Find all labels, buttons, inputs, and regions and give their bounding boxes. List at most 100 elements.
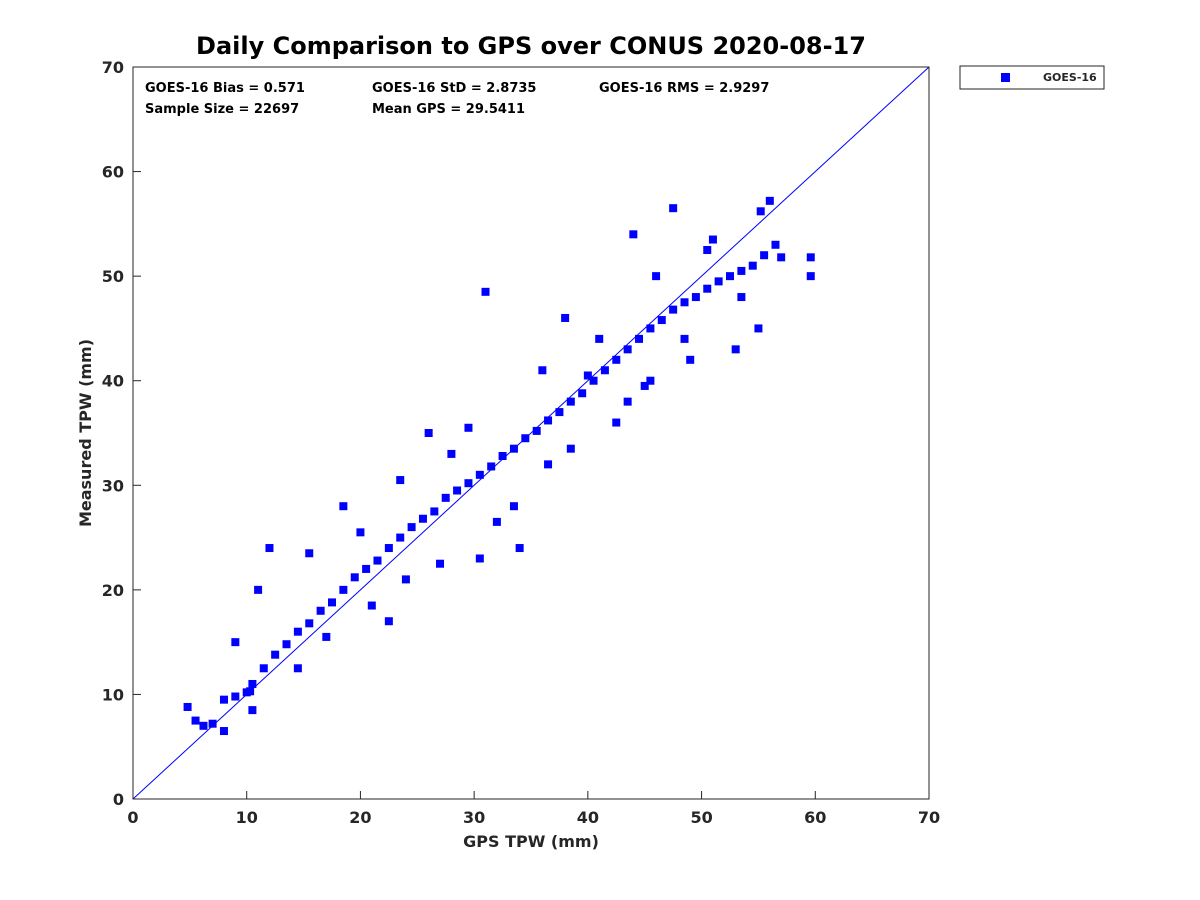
y-axis-label: Measured TPW (mm) <box>76 339 95 527</box>
y-tick-label: 70 <box>102 58 124 77</box>
data-point <box>635 334 644 343</box>
x-tick-label: 10 <box>236 808 258 827</box>
data-point <box>322 632 331 641</box>
data-point <box>436 559 445 568</box>
x-tick-label: 30 <box>463 808 485 827</box>
data-point <box>748 261 757 270</box>
data-point <box>339 585 348 594</box>
data-point <box>265 544 274 553</box>
data-point <box>259 664 268 673</box>
data-point <box>418 514 427 523</box>
data-point <box>362 564 371 573</box>
data-point <box>714 277 723 286</box>
data-point <box>384 617 393 626</box>
x-tick-label: 60 <box>804 808 826 827</box>
data-point <box>367 601 376 610</box>
data-point <box>407 523 416 532</box>
data-point <box>384 544 393 553</box>
data-point <box>623 397 632 406</box>
x-tick-label: 50 <box>690 808 712 827</box>
data-point <box>612 355 621 364</box>
data-point <box>401 575 410 584</box>
data-point <box>737 293 746 302</box>
data-point <box>691 293 700 302</box>
data-point <box>629 230 638 239</box>
data-point <box>231 692 240 701</box>
legend-marker-square <box>1001 73 1010 82</box>
x-tick-label: 40 <box>577 808 599 827</box>
data-point <box>646 376 655 385</box>
data-point <box>703 246 712 254</box>
data-point <box>475 554 484 563</box>
x-tick-label: 20 <box>349 808 371 827</box>
data-point <box>726 272 734 281</box>
data-point <box>657 316 666 325</box>
data-point <box>731 345 740 354</box>
data-point <box>623 345 632 354</box>
data-point <box>680 298 689 307</box>
data-point <box>806 272 815 281</box>
data-point <box>293 627 302 636</box>
data-point <box>447 449 456 458</box>
data-point <box>191 716 200 725</box>
data-point <box>328 598 336 607</box>
data-point <box>282 640 291 649</box>
y-tick-label: 10 <box>102 685 124 704</box>
reference-line <box>132 66 930 800</box>
data-point <box>708 235 717 244</box>
data-point <box>669 204 678 213</box>
data-point <box>589 376 598 385</box>
data-point <box>199 721 208 730</box>
stat-rms: GOES-16 RMS = 2.9297 <box>599 81 769 96</box>
legend: GOES-16 <box>959 65 1105 90</box>
data-point <box>583 371 592 380</box>
data-point <box>248 679 257 688</box>
data-point <box>248 706 257 715</box>
data-point <box>396 533 405 542</box>
data-point <box>481 287 490 296</box>
data-point <box>350 573 359 582</box>
data-point <box>424 429 433 437</box>
y-tick-label: 0 <box>113 790 124 809</box>
data-point <box>208 719 217 728</box>
data-point <box>686 355 695 364</box>
data-point <box>271 650 280 659</box>
data-point <box>754 324 763 333</box>
y-tick-label: 50 <box>102 267 124 286</box>
data-point <box>760 251 769 260</box>
chart-title: Daily Comparison to GPS over CONUS 2020-… <box>196 32 866 60</box>
data-point <box>254 585 263 594</box>
data-point <box>293 664 302 673</box>
y-axis-ticks: 0 10 20 30 40 50 60 70 <box>102 58 141 809</box>
y-tick-label: 40 <box>102 372 124 391</box>
data-point <box>566 397 575 406</box>
stat-sample-size: Sample Size = 22697 <box>145 102 299 117</box>
data-point <box>595 334 604 343</box>
data-point <box>756 207 765 216</box>
data-point <box>532 426 541 435</box>
data-point <box>680 334 689 343</box>
data-point <box>305 549 314 558</box>
x-axis-ticks: 0 10 20 30 40 50 60 70 <box>127 791 940 827</box>
x-axis-label: GPS TPW (mm) <box>463 832 599 851</box>
data-point <box>538 366 547 375</box>
data-point <box>492 517 501 526</box>
data-point <box>464 479 473 488</box>
data-point <box>453 486 462 495</box>
data-point <box>600 366 609 375</box>
data-point <box>498 452 507 461</box>
data-point <box>646 324 655 333</box>
scatter-points <box>183 196 815 736</box>
data-point <box>777 253 786 262</box>
data-point <box>765 196 774 205</box>
data-point <box>544 416 553 425</box>
data-point <box>373 556 382 565</box>
data-point <box>703 284 712 293</box>
legend-entry-goes16: GOES-16 <box>1043 71 1097 84</box>
data-point <box>612 418 621 427</box>
data-point <box>806 253 815 262</box>
y-tick-label: 20 <box>102 581 124 600</box>
data-point <box>515 544 524 553</box>
data-point <box>441 493 450 502</box>
